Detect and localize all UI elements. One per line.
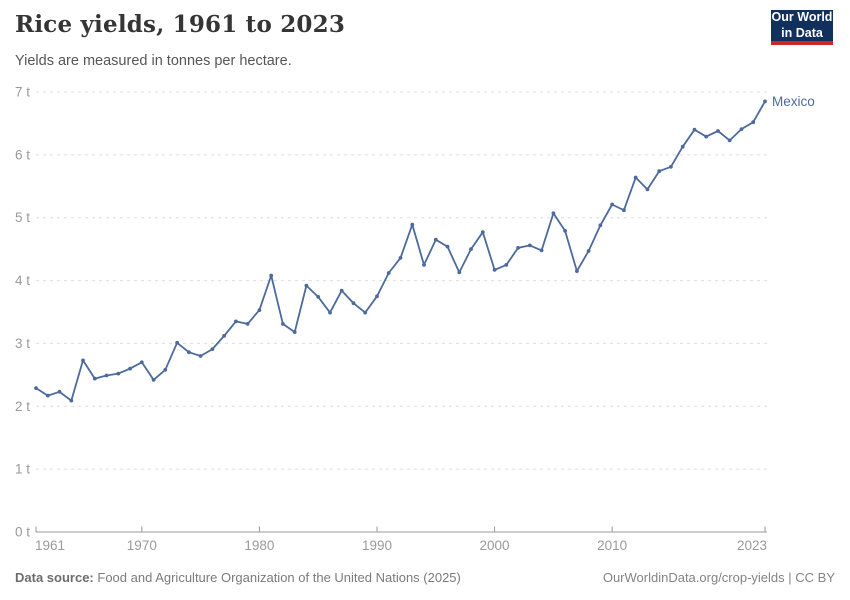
- data-point[interactable]: [269, 273, 274, 278]
- y-axis-label: 2 t: [15, 399, 30, 414]
- data-point[interactable]: [504, 263, 509, 267]
- data-point[interactable]: [81, 358, 85, 363]
- data-point[interactable]: [104, 373, 109, 378]
- y-axis-label: 0 t: [15, 525, 30, 540]
- attribution-link[interactable]: OurWorldinData.org/crop-yields | CC BY: [602, 570, 835, 585]
- data-point[interactable]: [551, 211, 556, 216]
- data-source-text: Food and Agriculture Organization of the…: [97, 570, 461, 585]
- data-point[interactable]: [692, 127, 697, 132]
- data-point[interactable]: [222, 334, 227, 338]
- owid-logo[interactable]: Our World in Data: [771, 10, 833, 45]
- data-point[interactable]: [57, 389, 62, 394]
- y-axis-label: 1 t: [15, 462, 30, 477]
- data-point[interactable]: [375, 294, 379, 299]
- data-point[interactable]: [257, 308, 262, 312]
- data-point[interactable]: [34, 386, 38, 390]
- data-point[interactable]: [716, 129, 720, 133]
- data-point[interactable]: [563, 229, 567, 233]
- data-point[interactable]: [292, 330, 297, 334]
- data-point[interactable]: [92, 376, 97, 381]
- data-point[interactable]: [304, 283, 309, 288]
- mexico-line[interactable]: [35, 100, 766, 402]
- data-point[interactable]: [410, 222, 415, 227]
- data-point[interactable]: [657, 169, 662, 174]
- data-point[interactable]: [433, 237, 438, 242]
- data-point[interactable]: [445, 244, 450, 249]
- data-point[interactable]: [469, 247, 473, 252]
- data-point[interactable]: [598, 223, 603, 228]
- y-axis-label: 5 t: [15, 210, 30, 225]
- x-axis-label: 1970: [127, 538, 157, 553]
- x-axis-label: 1990: [362, 538, 392, 553]
- data-point[interactable]: [339, 288, 344, 293]
- data-point[interactable]: [457, 270, 462, 275]
- data-point[interactable]: [398, 256, 403, 260]
- data-point[interactable]: [351, 301, 356, 306]
- x-axis-label: 1980: [244, 538, 274, 553]
- y-axis-label: 4 t: [15, 273, 30, 288]
- data-point[interactable]: [586, 249, 591, 253]
- data-point[interactable]: [704, 134, 709, 139]
- data-point[interactable]: [739, 127, 744, 131]
- data-point[interactable]: [610, 202, 614, 207]
- data-point[interactable]: [480, 230, 485, 235]
- data-point[interactable]: [645, 187, 650, 192]
- x-axis-label: 2000: [480, 538, 510, 553]
- data-point[interactable]: [316, 295, 321, 299]
- owid-logo-line1: Our World: [771, 10, 833, 25]
- data-source-note: Data source: Food and Agriculture Organi…: [15, 570, 461, 585]
- data-point[interactable]: [539, 248, 544, 253]
- data-point[interactable]: [516, 246, 520, 250]
- data-point[interactable]: [633, 175, 638, 180]
- x-axis-label: 1961: [35, 538, 65, 553]
- data-point[interactable]: [363, 310, 368, 315]
- chart-subtitle: Yields are measured in tonnes per hectar…: [15, 53, 292, 69]
- data-point[interactable]: [622, 208, 626, 213]
- data-point[interactable]: [422, 263, 426, 267]
- y-axis-label: 6 t: [15, 147, 30, 162]
- data-point[interactable]: [163, 367, 168, 372]
- data-source-label: Data source:: [15, 570, 94, 585]
- data-point[interactable]: [669, 164, 673, 169]
- owid-logo-line2: in Data: [781, 25, 823, 40]
- data-point[interactable]: [139, 360, 144, 365]
- data-point[interactable]: [116, 371, 121, 376]
- data-point[interactable]: [234, 319, 238, 324]
- data-point[interactable]: [763, 99, 767, 104]
- series-label-mexico[interactable]: Mexico: [772, 94, 815, 109]
- data-point[interactable]: [245, 322, 250, 326]
- data-point[interactable]: [281, 322, 285, 326]
- data-point[interactable]: [151, 378, 156, 382]
- data-point[interactable]: [328, 310, 332, 315]
- y-axis-label: 3 t: [15, 336, 30, 351]
- data-point[interactable]: [386, 271, 391, 275]
- data-point[interactable]: [680, 144, 685, 149]
- data-point[interactable]: [492, 268, 497, 272]
- data-point[interactable]: [751, 120, 756, 125]
- data-point[interactable]: [45, 393, 50, 398]
- data-point[interactable]: [69, 398, 74, 403]
- y-axis-label: 7 t: [15, 85, 30, 100]
- x-axis-label: 2010: [597, 538, 627, 553]
- data-point[interactable]: [527, 243, 532, 248]
- chart-title: Rice yields, 1961 to 2023: [15, 11, 346, 38]
- data-point[interactable]: [727, 138, 732, 143]
- data-point[interactable]: [210, 347, 215, 351]
- data-point[interactable]: [198, 354, 203, 358]
- data-point[interactable]: [175, 340, 180, 345]
- data-point[interactable]: [187, 350, 191, 355]
- data-point[interactable]: [575, 269, 579, 273]
- data-point[interactable]: [128, 366, 133, 371]
- x-axis-label: 2023: [737, 538, 767, 553]
